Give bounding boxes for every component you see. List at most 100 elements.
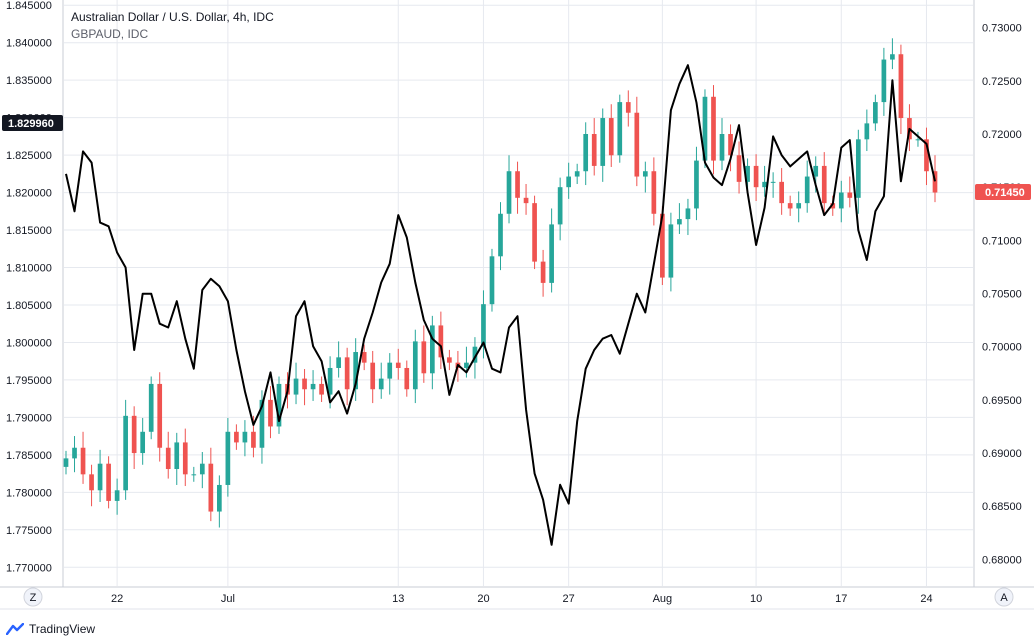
right-tick-label: 0.72500 (982, 76, 1022, 88)
left-tick-label: 1.770000 (6, 562, 52, 574)
right-tick-label: 0.73000 (982, 23, 1022, 35)
scale-button-left-label: Z (30, 592, 37, 604)
scale-button-right[interactable]: A (994, 587, 1014, 607)
legend: Australian Dollar / U.S. Dollar, 4h, IDC… (71, 10, 274, 41)
candle (217, 475, 222, 528)
candle (114, 478, 120, 515)
candle (617, 94, 623, 163)
candle (387, 353, 393, 395)
candle (498, 202, 503, 271)
candle (157, 372, 163, 462)
candle (574, 163, 580, 184)
candle (796, 191, 802, 223)
right-tick-label: 0.70500 (982, 289, 1022, 301)
candle (677, 203, 682, 234)
left-tick-label: 1.815000 (6, 225, 52, 237)
candle (583, 122, 589, 186)
audusd-candles (63, 38, 938, 528)
candle (549, 208, 554, 293)
candle (353, 338, 359, 401)
time-tick-label: 20 (477, 593, 489, 605)
candle (412, 329, 418, 404)
candle (199, 451, 205, 489)
candle (174, 432, 180, 485)
candle (404, 360, 410, 397)
time-tick-label: 22 (111, 593, 123, 605)
candle (140, 417, 146, 465)
candle (881, 47, 887, 116)
candle (421, 325, 427, 383)
left-tick-label: 1.805000 (6, 300, 52, 312)
candle (668, 212, 674, 292)
candle (532, 195, 537, 270)
candle (651, 157, 657, 226)
candle (719, 118, 725, 171)
right-price-axis[interactable]: 0.730000.725000.720000.715000.710000.705… (982, 23, 1022, 567)
candle (915, 131, 921, 147)
candle (855, 129, 861, 214)
candle (634, 96, 640, 187)
candle (506, 155, 512, 224)
left-last-price: 1.829960 (8, 118, 54, 130)
candle (336, 341, 341, 378)
candle (191, 466, 197, 482)
candle (225, 417, 231, 497)
time-tick-label: 24 (920, 593, 932, 605)
candle (736, 141, 742, 194)
gbpaud-line (65, 64, 936, 546)
left-tick-label: 1.800000 (6, 337, 52, 349)
left-tick-label: 1.810000 (6, 263, 52, 275)
left-tick-label: 1.825000 (6, 150, 52, 162)
candle (608, 104, 614, 167)
candle (72, 436, 77, 473)
candle (600, 108, 606, 182)
scale-button-right-label: A (1000, 592, 1008, 604)
legend-title: Australian Dollar / U.S. Dollar, 4h, IDC (71, 10, 274, 24)
candle (685, 198, 691, 236)
candle (123, 399, 128, 500)
right-tick-label: 0.69000 (982, 448, 1022, 460)
plot-frame (0, 0, 1034, 610)
candle (97, 449, 103, 502)
candle (268, 386, 273, 439)
candle (293, 362, 299, 405)
candle (319, 376, 324, 403)
candle (165, 431, 171, 479)
candle (821, 152, 827, 215)
candle (63, 450, 69, 475)
right-tick-label: 0.68000 (982, 554, 1022, 566)
time-tick-label: 10 (750, 593, 762, 605)
candle (770, 172, 776, 198)
candle (642, 161, 648, 193)
time-axis[interactable]: 22 Jul 13 20 27 Aug 10 17 24 (111, 593, 933, 605)
candle (745, 158, 750, 190)
right-tick-label: 0.69500 (982, 395, 1022, 407)
candle (208, 447, 214, 522)
candle (804, 160, 810, 213)
left-last-price-badge: 1.829960 (2, 115, 63, 131)
right-last-price-badge: 0.71450 (975, 184, 1031, 200)
candle (523, 183, 529, 215)
left-tick-label: 1.780000 (6, 487, 52, 499)
candle (430, 315, 435, 390)
candle (242, 420, 248, 457)
candle (395, 348, 401, 380)
gbpaud-series-line (65, 64, 936, 546)
right-tick-label: 0.70000 (982, 342, 1022, 354)
candle (378, 362, 384, 399)
tradingview-brand[interactable]: TradingView (6, 621, 95, 637)
left-tick-label: 1.845000 (6, 0, 52, 12)
candle (370, 350, 376, 404)
candle (779, 168, 784, 215)
candle (438, 311, 444, 370)
candle (148, 376, 154, 440)
left-price-axis[interactable]: 1.8450001.8400001.8350001.8300001.825000… (6, 0, 52, 574)
left-tick-label: 1.840000 (6, 38, 52, 50)
candle (625, 90, 631, 127)
candle (310, 370, 316, 401)
left-tick-label: 1.790000 (6, 412, 52, 424)
right-tick-label: 0.68500 (982, 501, 1022, 513)
scale-button-left[interactable]: Z (23, 587, 43, 607)
tradingview-logo-icon (6, 623, 24, 635)
